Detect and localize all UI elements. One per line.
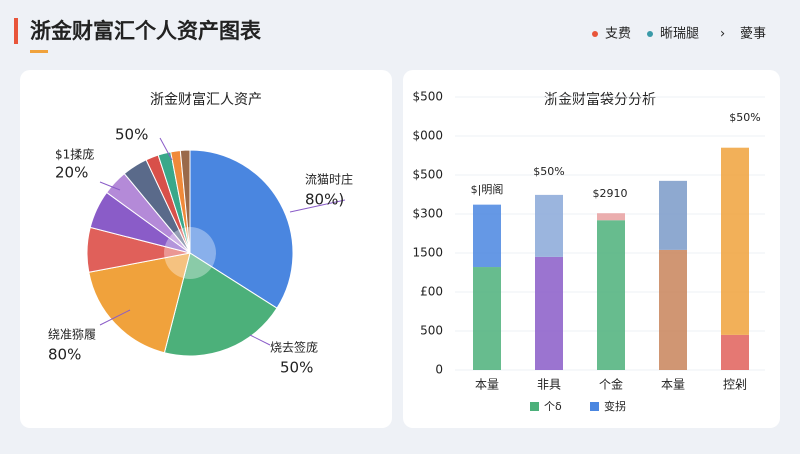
bar-segment (597, 213, 625, 221)
annotation-label: 烧去签庞 (270, 340, 318, 355)
annotation-value: 20% (55, 164, 88, 182)
chart-title: 浙金财富汇人资产 (150, 91, 262, 108)
y-tick-label: $300 (412, 207, 443, 221)
annotation-label: 流猫时庄 (305, 172, 353, 187)
title-accent (14, 18, 18, 44)
bar-segment (659, 249, 687, 370)
pie-slice (189, 149, 294, 309)
legend-swatch (530, 402, 539, 411)
y-tick-label: $500 (412, 168, 443, 182)
bar-segment (535, 194, 563, 257)
pie-slice (163, 252, 278, 357)
y-tick-label: $000 (412, 129, 443, 143)
legend-label: 个δ (544, 400, 562, 413)
page-title: 浙金财富汇个人资产图表 (30, 19, 262, 43)
bar-annotation: $50% (729, 111, 760, 124)
annotation-value: 50% (280, 359, 313, 377)
bar-segment (721, 147, 749, 335)
bar-annotation: $2910 (593, 187, 628, 200)
annotation-label: 绕准猕履 (48, 328, 96, 342)
pie-slice (179, 149, 191, 254)
legend-swatch (590, 402, 599, 411)
y-tick-label: 500 (420, 324, 443, 338)
bar-segment (473, 267, 501, 370)
annotation-label: $1揉庞 (55, 147, 94, 162)
bar-segment (473, 204, 501, 268)
chart-title: 浙金财富袋分分析 (544, 91, 656, 108)
annotation-value: 80% (48, 346, 81, 364)
x-tick-label: 本量 (661, 378, 685, 392)
y-tick-label: 1500 (412, 246, 443, 260)
nav-item[interactable]: 晰瑞腿 (660, 27, 699, 42)
y-tick-label: £00 (420, 285, 443, 299)
leader-line (99, 309, 131, 326)
x-tick-label: 控剁 (723, 378, 747, 392)
bar-annotation: $50% (533, 165, 564, 178)
annotation-value: 50% (115, 126, 148, 144)
y-tick-label: $500 (412, 90, 443, 104)
nav-item[interactable]: 支费 (605, 27, 631, 42)
bar-segment (535, 256, 563, 370)
leader-line (99, 181, 121, 191)
nav-arrow: › (720, 27, 725, 42)
leader-line (249, 334, 271, 346)
bar-segment (659, 180, 687, 250)
x-tick-label: 非具 (537, 378, 561, 392)
pie-chart: 浙金财富汇人资产 $1揉庞 20% 50% 流猫时庄 80%) 绕准猕履 80% 烧去签庞 50% (48, 91, 353, 377)
annotation-value: 80%) (305, 191, 344, 209)
leader-line (289, 199, 346, 213)
pie-slice (88, 252, 191, 354)
nav-dot (647, 31, 653, 37)
legend-label: 变拐 (604, 399, 626, 413)
bar-segment (597, 220, 625, 370)
leader-line (159, 137, 173, 161)
nav-item[interactable]: 薆事 (740, 27, 766, 42)
x-tick-label: 本量 (475, 378, 499, 392)
bar-annotation: $|明阁 (471, 182, 504, 196)
pie-center (164, 227, 216, 279)
title-underline (30, 50, 48, 53)
y-tick-label: 0 (435, 363, 443, 377)
nav-dot (592, 31, 598, 37)
bar-segment (721, 334, 749, 370)
x-tick-label: 个金 (599, 377, 623, 392)
bar-chart: 浙金财富袋分分析0500£001500$300$500$000$500本量 非具个… (412, 90, 765, 413)
